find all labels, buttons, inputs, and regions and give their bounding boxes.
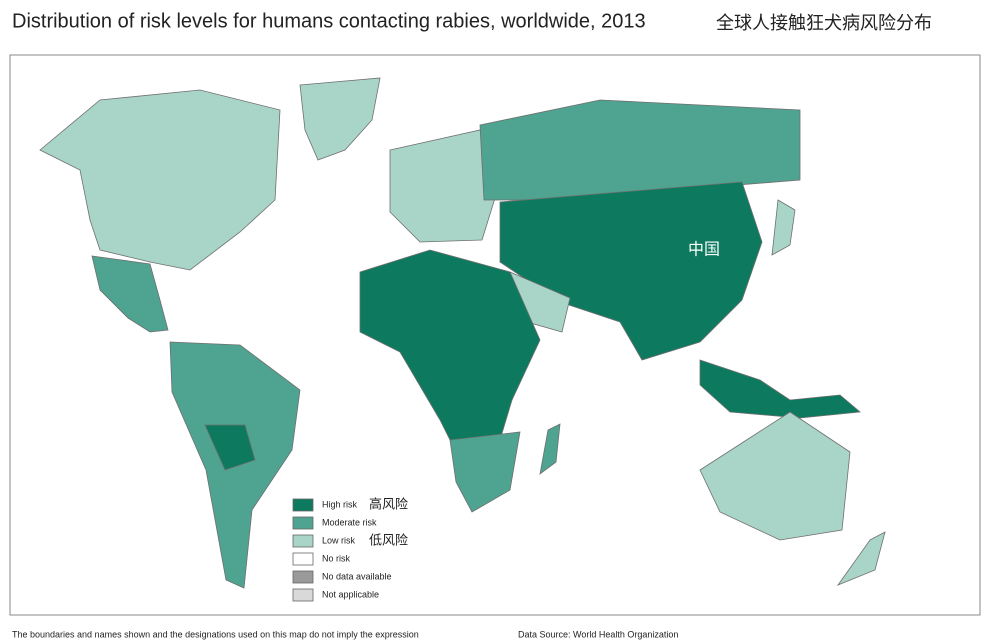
legend-swatch <box>292 570 314 584</box>
australia <box>699 411 851 541</box>
legend-label: Low risk <box>322 535 356 545</box>
legend-swatch <box>292 552 314 566</box>
world-map <box>39 77 886 589</box>
north-america <box>39 89 281 271</box>
title-zh: 全球人接触狂犬病风险分布 <box>716 13 932 34</box>
japan <box>771 199 796 256</box>
new-zealand <box>836 531 886 586</box>
legend-swatch <box>292 498 314 512</box>
madagascar <box>539 423 561 475</box>
indonesia <box>699 359 861 419</box>
bolivia <box>204 424 256 471</box>
russia <box>479 99 801 201</box>
greenland <box>299 77 381 161</box>
legend-swatch <box>292 516 314 530</box>
map-label: 中国 <box>688 240 720 259</box>
legend-label-zh: 低风险 <box>369 534 408 549</box>
legend-swatch <box>292 588 314 602</box>
legend-label-zh: 高风险 <box>369 497 408 513</box>
footer-source: Data Source: World Health Organization <box>518 629 678 639</box>
legend-label: High risk <box>322 499 358 509</box>
legend-label: Moderate risk <box>322 517 377 527</box>
southern-africa <box>449 431 521 513</box>
legend-label: No data available <box>322 571 392 581</box>
legend-label: Not applicable <box>322 589 379 599</box>
legend-label: No risk <box>322 553 351 563</box>
central-america <box>91 255 169 333</box>
title: Distribution of risk levels for humans c… <box>12 10 646 32</box>
footer-disclaimer: The boundaries and names shown and the d… <box>12 629 419 639</box>
legend-swatch <box>292 534 314 548</box>
legend: High risk 高风险 Moderate risk Low risk 低风险 No r… <box>292 497 408 602</box>
